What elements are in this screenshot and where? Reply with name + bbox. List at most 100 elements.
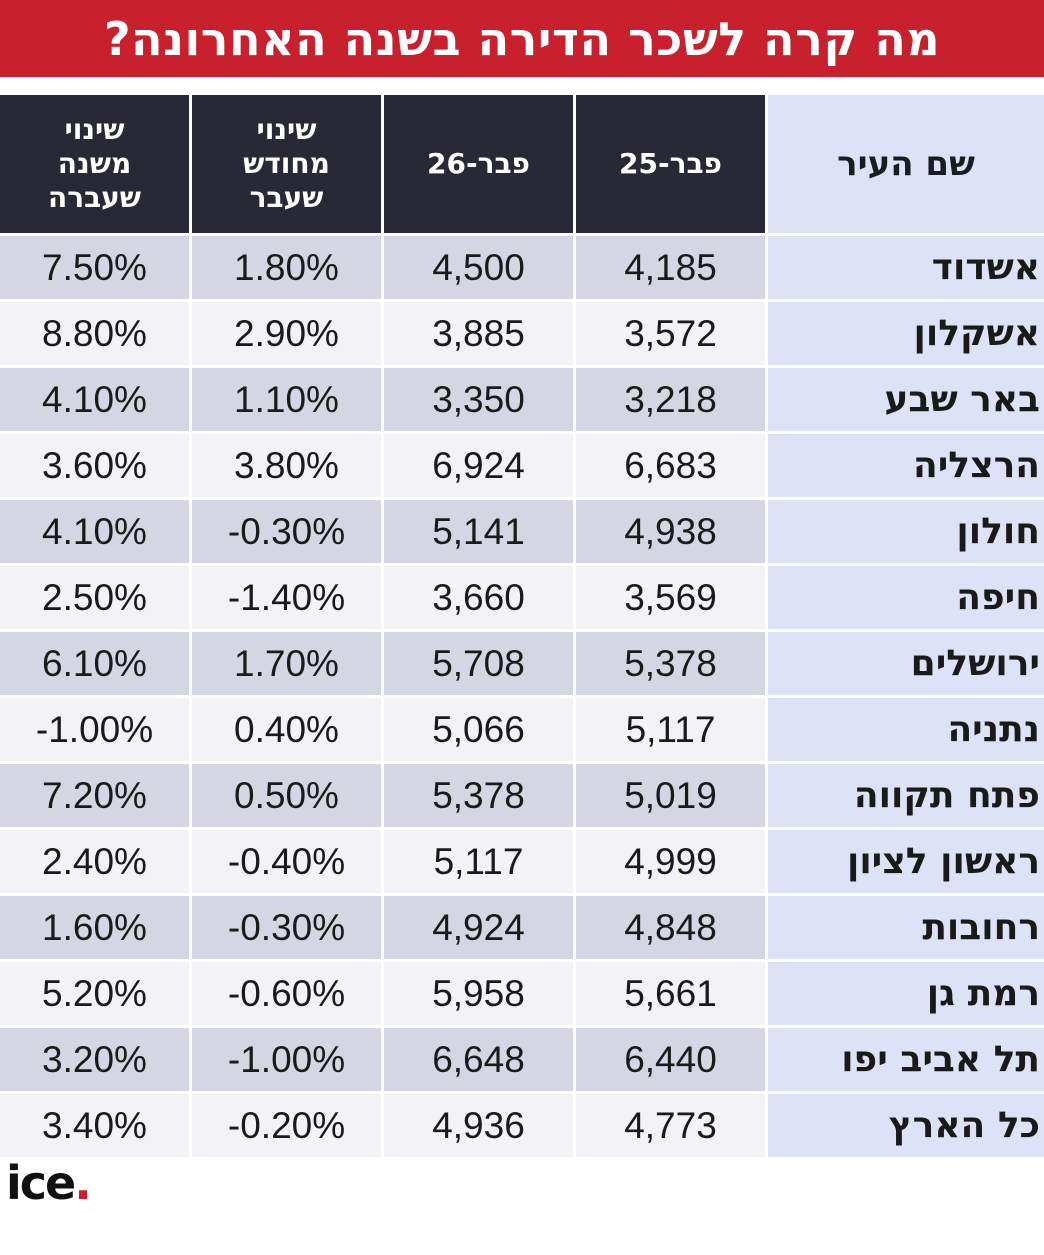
city-name: ראשון לציון <box>768 830 1044 893</box>
value-feb-25: 5,378 <box>576 632 765 695</box>
city-name-text: ראשון לציון <box>846 841 1040 882</box>
change-monthly-text: -0.30% <box>227 906 346 948</box>
value-feb-26-text: 4,500 <box>432 246 525 288</box>
city-name: אשדוד <box>768 236 1044 299</box>
value-feb-25: 4,938 <box>576 500 765 563</box>
change-monthly: 0.40% <box>192 698 381 761</box>
change-monthly: 0.50% <box>192 764 381 827</box>
value-feb-25: 3,218 <box>576 368 765 431</box>
change-yearly: 7.20% <box>0 764 189 827</box>
value-feb-25: 4,848 <box>576 896 765 959</box>
change-yearly-text: 2.40% <box>42 840 147 882</box>
change-yearly: 2.40% <box>0 830 189 893</box>
change-monthly: -0.30% <box>192 500 381 563</box>
city-name: ירושלים <box>768 632 1044 695</box>
change-yearly: 3.40% <box>0 1094 189 1157</box>
change-yearly: 5.20% <box>0 962 189 1025</box>
change-yearly: 3.60% <box>0 434 189 497</box>
change-monthly-text: 1.70% <box>234 642 339 684</box>
change-monthly-text: -1.40% <box>227 576 346 618</box>
logo-dot: . <box>74 1156 92 1210</box>
value-feb-25-text: 3,569 <box>624 576 717 618</box>
city-name-text: רחובות <box>922 907 1040 948</box>
value-feb-26: 3,885 <box>384 302 573 365</box>
city-name-text: אשדוד <box>931 247 1040 288</box>
rent-table: שם העיר פבר-25 פבר-26 שינוי מחודש שעבר שינוי… <box>0 95 1044 1157</box>
value-feb-26: 6,648 <box>384 1028 573 1091</box>
city-name: חיפה <box>768 566 1044 629</box>
header-city: שם העיר <box>768 95 1044 233</box>
change-yearly: 7.50% <box>0 236 189 299</box>
change-yearly-text: 6.10% <box>42 642 147 684</box>
change-yearly-text: 7.20% <box>42 774 147 816</box>
city-name: נתניה <box>768 698 1044 761</box>
header-feb-26-label: פבר-26 <box>427 147 530 180</box>
city-name-text: חיפה <box>956 577 1040 618</box>
value-feb-26-text: 3,660 <box>432 576 525 618</box>
header-monthly-change-label: שינוי מחודש שעבר <box>243 113 330 214</box>
change-monthly-text: 3.80% <box>234 444 339 486</box>
city-name-text: נתניה <box>947 709 1040 750</box>
change-monthly-text: -0.30% <box>227 510 346 552</box>
logo-text: ice <box>6 1156 76 1210</box>
city-name-text: פתח תקווה <box>853 775 1040 816</box>
change-yearly-text: -1.00% <box>35 708 154 750</box>
change-yearly-text: 5.20% <box>42 972 147 1014</box>
change-monthly: 1.80% <box>192 236 381 299</box>
value-feb-25: 5,117 <box>576 698 765 761</box>
value-feb-25-text: 5,019 <box>624 774 717 816</box>
header-yearly-change: שינוי משנה שעברה <box>0 95 189 233</box>
city-name: תל אביב יפו <box>768 1028 1044 1091</box>
value-feb-26: 4,936 <box>384 1094 573 1157</box>
city-name: פתח תקווה <box>768 764 1044 827</box>
value-feb-25: 6,683 <box>576 434 765 497</box>
change-yearly: 4.10% <box>0 500 189 563</box>
ice-logo: ice. <box>6 1156 92 1210</box>
change-monthly: 1.70% <box>192 632 381 695</box>
value-feb-26-text: 5,141 <box>432 510 525 552</box>
city-name-text: אשקלון <box>913 313 1040 354</box>
change-monthly: -1.40% <box>192 566 381 629</box>
value-feb-25: 5,661 <box>576 962 765 1025</box>
value-feb-26-text: 5,708 <box>432 642 525 684</box>
header-feb-26: פבר-26 <box>384 95 573 233</box>
change-yearly-text: 4.10% <box>42 510 147 552</box>
value-feb-26: 5,378 <box>384 764 573 827</box>
change-monthly: 2.90% <box>192 302 381 365</box>
change-monthly: -0.30% <box>192 896 381 959</box>
value-feb-26-text: 5,958 <box>432 972 525 1014</box>
header-feb-25: פבר-25 <box>576 95 765 233</box>
city-name: אשקלון <box>768 302 1044 365</box>
value-feb-26: 5,117 <box>384 830 573 893</box>
value-feb-25: 6,440 <box>576 1028 765 1091</box>
change-yearly: 2.50% <box>0 566 189 629</box>
value-feb-25: 5,019 <box>576 764 765 827</box>
value-feb-26-text: 5,378 <box>432 774 525 816</box>
page-title: מה קרה לשכר הדירה בשנה האחרונה? <box>103 11 941 66</box>
value-feb-26-text: 6,648 <box>432 1038 525 1080</box>
value-feb-25-text: 4,773 <box>624 1104 717 1146</box>
value-feb-25: 4,185 <box>576 236 765 299</box>
value-feb-26-text: 3,350 <box>432 378 525 420</box>
change-yearly-text: 7.50% <box>42 246 147 288</box>
city-name: באר שבע <box>768 368 1044 431</box>
city-name-text: כל הארץ <box>888 1105 1040 1146</box>
header-yearly-change-label: שינוי משנה שעברה <box>47 113 142 214</box>
change-monthly-text: 2.90% <box>234 312 339 354</box>
city-name-text: תל אביב יפו <box>841 1039 1040 1080</box>
header-monthly-change: שינוי מחודש שעבר <box>192 95 381 233</box>
change-yearly: 1.60% <box>0 896 189 959</box>
change-monthly: -0.40% <box>192 830 381 893</box>
change-monthly: -1.00% <box>192 1028 381 1091</box>
change-yearly: 6.10% <box>0 632 189 695</box>
city-name: חולון <box>768 500 1044 563</box>
header-city-label: שם העיר <box>837 144 975 184</box>
value-feb-25-text: 6,440 <box>624 1038 717 1080</box>
value-feb-26: 6,924 <box>384 434 573 497</box>
value-feb-25: 4,773 <box>576 1094 765 1157</box>
value-feb-26: 5,141 <box>384 500 573 563</box>
title-bar: מה קרה לשכר הדירה בשנה האחרונה? <box>0 0 1044 77</box>
change-monthly-text: -0.20% <box>227 1104 346 1146</box>
value-feb-25-text: 5,378 <box>624 642 717 684</box>
city-name: רמת גן <box>768 962 1044 1025</box>
